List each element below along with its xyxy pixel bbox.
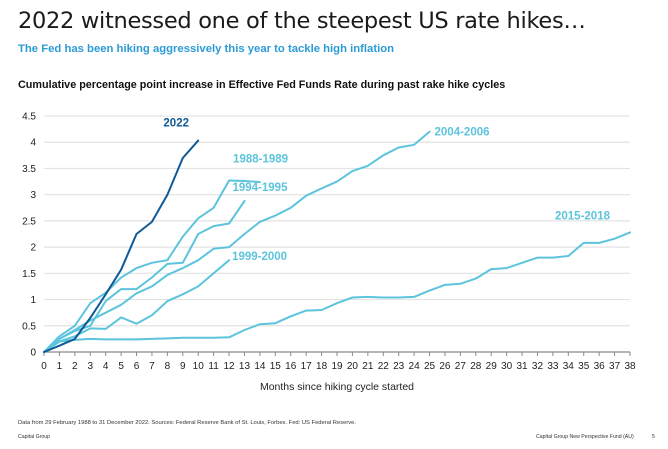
footer-fund-name: Capital Group New Perspective Fund (AU)	[536, 434, 634, 440]
series-line-2015-2018	[43, 231, 631, 353]
y-tick-label: 1	[30, 295, 36, 306]
x-tick-label: 15	[270, 361, 282, 372]
x-tick-label: 38	[624, 361, 636, 372]
y-tick-label: 4	[30, 138, 36, 149]
series-label-2022: 2022	[163, 118, 189, 130]
series-lines	[43, 130, 631, 353]
x-tick-label: 12	[223, 361, 235, 372]
y-tick-label: 3	[30, 190, 36, 201]
x-tick-label: 36	[594, 361, 606, 372]
x-tick-label: 19	[331, 361, 343, 372]
series-line-2022	[43, 139, 200, 353]
series-label-2015-2018: 2015-2018	[555, 210, 611, 222]
x-tick-label: 10	[193, 361, 205, 372]
y-tick-label: 3.5	[22, 164, 36, 175]
series-labels: 1988-1989 1994-1995 1999-2000 2004-2006 2015…	[163, 118, 610, 264]
x-tick-label: 35	[578, 361, 590, 372]
x-tick-label: 5	[118, 361, 124, 372]
y-tick-label: 1.5	[22, 269, 36, 280]
x-tick-label: 24	[409, 361, 421, 372]
y-tick-label: 2.5	[22, 216, 36, 227]
x-tick-label: 1	[57, 361, 63, 372]
x-tick-label: 18	[316, 361, 328, 372]
series-line-1994-1995	[43, 200, 246, 353]
series-line-1999-2000	[43, 259, 231, 353]
series-label-1999-2000: 1999-2000	[232, 251, 287, 263]
x-tick-label: 13	[239, 361, 251, 372]
x-tick-label: 21	[362, 361, 374, 372]
x-tick-label: 26	[439, 361, 451, 372]
y-tick-label: 4.5	[22, 112, 36, 123]
x-tick-label: 28	[470, 361, 482, 372]
y-tick-label: 2	[30, 243, 36, 254]
x-axis-title: Months since hiking cycle started	[260, 381, 414, 393]
y-axis-tick-labels: 0 0.5 1 1.5 2 2.5 3 3.5 4 4.5	[22, 112, 36, 359]
y-tick-label: 0	[30, 348, 36, 359]
gridlines	[44, 115, 630, 327]
x-tick-label: 16	[285, 361, 297, 372]
x-tick-label: 11	[208, 361, 219, 372]
page-subtitle: The Fed has been hiking aggressively thi…	[18, 43, 395, 55]
x-tick-label: 37	[609, 361, 621, 372]
series-label-1994-1995: 1994-1995	[232, 182, 288, 194]
x-tick-label: 0	[41, 361, 47, 372]
x-tick-label: 3	[87, 361, 93, 372]
x-tick-label: 33	[547, 361, 559, 372]
x-tick-label: 34	[563, 361, 575, 372]
series-label-1988-1989: 1988-1989	[233, 154, 288, 166]
x-tick-label: 23	[393, 361, 405, 372]
series-line-2004-2006	[43, 130, 431, 353]
x-tick-label: 14	[254, 361, 266, 372]
x-tick-label: 6	[134, 361, 140, 372]
page-title: 2022 witnessed one of the steepest US ra…	[18, 8, 586, 34]
x-tick-label: 4	[103, 361, 109, 372]
series-line-1988-1989	[43, 179, 261, 353]
x-tick-label: 25	[424, 361, 436, 372]
x-tick-label: 2	[72, 361, 78, 372]
series-label-2004-2006: 2004-2006	[435, 127, 490, 139]
footer-company: Capital Group	[18, 434, 51, 440]
x-tick-label: 8	[165, 361, 171, 372]
x-tick-label: 20	[347, 361, 359, 372]
x-tick-label: 32	[532, 361, 544, 372]
x-tick-label: 31	[516, 361, 528, 372]
x-tick-label: 29	[486, 361, 498, 372]
x-tick-label: 30	[501, 361, 513, 372]
y-tick-label: 0.5	[22, 321, 36, 332]
x-axis: 0 1 2 3 4 5 6 7 8 9 10 11 12 13 14 15 16 17 18 19 20 21 22 23 24…	[41, 351, 636, 372]
chart-title: Cumulative percentage point increase in …	[18, 79, 506, 91]
x-tick-label: 22	[378, 361, 390, 372]
x-tick-label: 27	[455, 361, 467, 372]
x-tick-label: 7	[149, 361, 155, 372]
x-tick-label: 9	[180, 361, 186, 372]
footnote: Data from 29 February 1988 to 31 Decembe…	[18, 420, 356, 426]
page-number: 5	[652, 434, 655, 440]
x-tick-label: 17	[301, 361, 313, 372]
